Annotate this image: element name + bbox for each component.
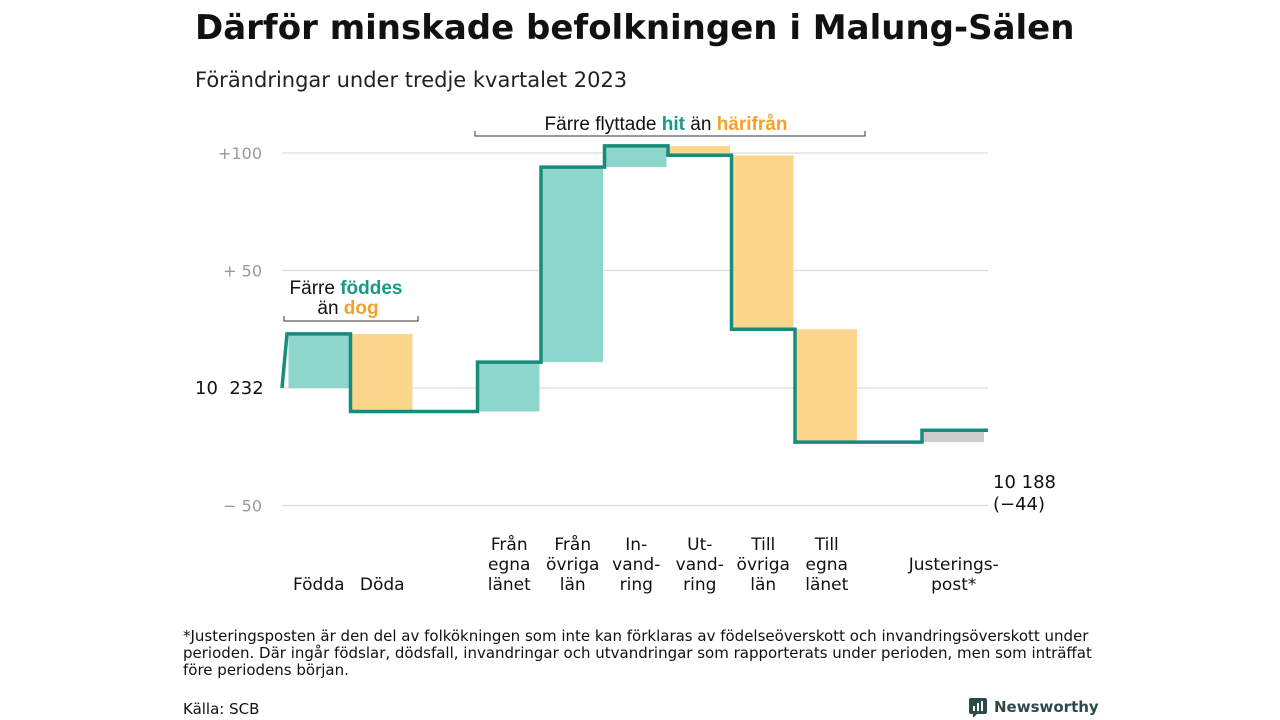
end-change-label: (−44): [993, 494, 1045, 515]
category-label: egna: [806, 555, 848, 575]
category-label: Till: [750, 535, 775, 555]
y-tick-label: − 50: [223, 497, 262, 516]
y-tick-label: +100: [218, 144, 262, 163]
category-label: Födda: [293, 575, 345, 595]
category-label: övriga: [546, 555, 599, 575]
source-label: Källa: SCB: [183, 700, 260, 718]
cumulative-line-group: [280, 144, 988, 444]
births-annotation-hl1: föddes: [340, 278, 402, 299]
bar-positive: [479, 362, 540, 412]
bars: [288, 145, 984, 443]
chart-subtitle: Förändringar under tredje kvartalet 2023: [195, 68, 628, 92]
moves-annotation-pre: Färre flyttade: [545, 114, 662, 135]
y-tick-label: + 50: [223, 262, 262, 281]
bar-negative: [733, 155, 794, 330]
category-label: Döda: [360, 575, 405, 595]
category-label: Ut-: [687, 535, 712, 555]
category-label: ring: [683, 575, 716, 595]
bar-adjust: [923, 430, 984, 443]
category-label: län: [750, 575, 776, 595]
category-label: In-: [625, 535, 647, 555]
start-value-label: 10 232: [195, 378, 264, 399]
moves-annotation: Färre flyttade hit än härifrån: [545, 114, 788, 135]
moves-annotation-mid: än: [685, 114, 717, 135]
category-label: Till: [814, 535, 839, 555]
category-label: Från: [491, 534, 528, 555]
category-label: post*: [931, 575, 976, 595]
bar-negative: [669, 145, 730, 156]
category-label: länet: [488, 575, 531, 595]
bar-positive: [606, 145, 667, 168]
end-value-label: 10 188: [993, 472, 1056, 493]
moves-annotation-hl1: hit: [662, 114, 686, 135]
births-annotation-line1: Färre föddes: [290, 278, 403, 299]
category-label: Från: [554, 534, 591, 555]
bar-negative: [796, 329, 857, 443]
brand-logo: Newsworthy: [968, 697, 1099, 717]
category-label: vand-: [676, 555, 724, 575]
cumulative-line: [280, 144, 988, 444]
bar-negative: [352, 333, 413, 412]
births-annotation-line2: än dog: [317, 298, 378, 319]
births-annotation-mid: än: [317, 298, 343, 319]
newsworthy-logo-icon: [969, 698, 987, 717]
brand-name: Newsworthy: [994, 698, 1099, 716]
births-annotation-pre: Färre: [290, 278, 341, 299]
births-annotation-hl2: dog: [344, 298, 379, 319]
category-label: vand-: [612, 555, 660, 575]
category-label: Justerings-: [908, 555, 999, 575]
chart-title: Därför minskade befolkningen i Malung-Sä…: [195, 8, 1075, 48]
category-label: ring: [620, 575, 653, 595]
category-label: egna: [488, 555, 530, 575]
waterfall-chart: +100+ 50− 50 Födda DödaFrånegnalänetFrånö…: [195, 114, 1056, 595]
footnote: *Justeringsposten är den del av folkökni…: [183, 627, 1092, 679]
births-annotation-bracket: [283, 316, 419, 322]
moves-annotation-bracket: [474, 131, 866, 137]
category-label: län: [560, 575, 586, 595]
category-label: övriga: [737, 555, 790, 575]
category-label: länet: [805, 575, 848, 595]
grid-lines: +100 + 50 − 50: [218, 144, 988, 516]
bar-positive: [542, 167, 603, 363]
moves-annotation-hl2: härifrån: [717, 114, 788, 135]
labels: Födda DödaFrånegnalänetFrånövrigalänIn-va…: [293, 534, 999, 595]
bar-positive: [288, 333, 349, 388]
